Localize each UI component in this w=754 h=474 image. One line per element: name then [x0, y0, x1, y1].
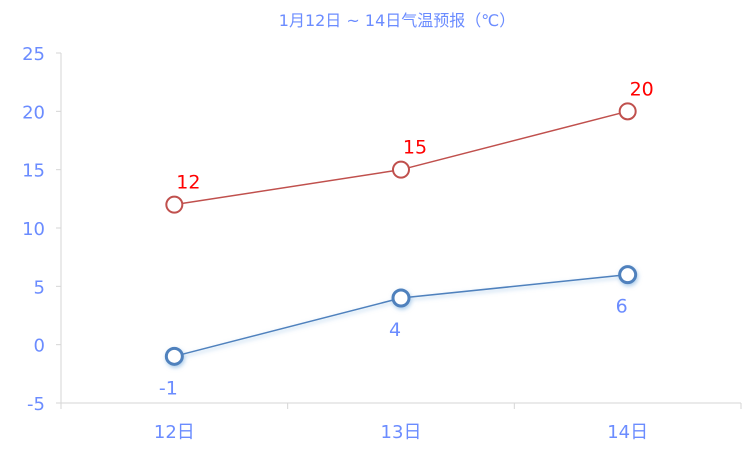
- y-tick-label: 15: [22, 161, 45, 182]
- data-label: -1: [159, 377, 178, 399]
- data-label: 20: [630, 78, 654, 100]
- series-0: [165, 102, 637, 214]
- y-tick-label: 25: [22, 44, 45, 65]
- series-1: [164, 265, 638, 366]
- x-tick-label: 13日: [381, 422, 422, 443]
- data-point: [165, 195, 184, 214]
- x-tick-label: 14日: [607, 422, 648, 443]
- y-tick-label: 10: [22, 219, 45, 240]
- axes: -5 0 5 10 15 20 25 12日 13日 14日: [22, 44, 742, 443]
- series-line: [174, 110, 628, 206]
- data-point: [618, 265, 638, 285]
- data-point: [618, 102, 637, 121]
- data-label: 12: [176, 172, 200, 194]
- y-tick-label: -5: [27, 394, 45, 415]
- data-label: 6: [616, 296, 628, 318]
- x-tick-label: 12日: [154, 422, 195, 443]
- y-tick-label: 5: [34, 277, 45, 298]
- data-point: [391, 288, 411, 308]
- chart-title: 1月12日 ~ 14日气温预报（℃）: [279, 11, 515, 30]
- series-group: 12 15 20 -1 4 6: [159, 78, 654, 399]
- data-point: [392, 160, 410, 179]
- y-tick-label: 0: [34, 336, 45, 357]
- data-label: 4: [389, 319, 401, 341]
- data-point: [164, 346, 184, 366]
- series-line: [174, 273, 628, 358]
- y-tick-label: 20: [22, 102, 45, 123]
- data-label: 15: [403, 137, 427, 159]
